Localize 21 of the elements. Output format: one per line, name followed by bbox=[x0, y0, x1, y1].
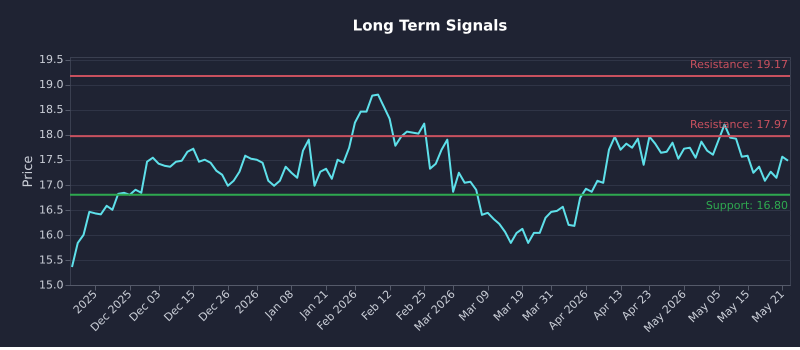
line-series bbox=[71, 94, 789, 268]
y-tick-label: 17.0 bbox=[39, 178, 64, 192]
x-tick-label: Mar 09 bbox=[456, 288, 492, 324]
y-tick-label: 15.0 bbox=[39, 278, 64, 292]
y-tick-label: 15.5 bbox=[39, 253, 64, 266]
x-tick-label: Dec 26 bbox=[196, 288, 233, 324]
chart-title: Long Term Signals bbox=[352, 16, 508, 35]
ref-line-label: Support: 16.80 bbox=[706, 198, 788, 212]
y-tick-label: 17.5 bbox=[39, 153, 64, 166]
x-tick-label: Dec 15 bbox=[161, 288, 198, 324]
ref-line-label: Resistance: 19.17 bbox=[690, 58, 788, 72]
x-tick-label: Feb 12 bbox=[358, 288, 394, 323]
y-tick-label: 16.0 bbox=[39, 228, 64, 242]
y-tick-label: 19.0 bbox=[39, 78, 64, 92]
x-tick-label: Jan 08 bbox=[262, 288, 296, 322]
y-tick-label: 18.0 bbox=[39, 128, 64, 142]
y-tick-label: 16.5 bbox=[39, 203, 64, 216]
ref-line-label: Resistance: 17.97 bbox=[690, 118, 788, 132]
y-tick-label: 19.5 bbox=[39, 53, 64, 66]
y-axis-title: Price bbox=[21, 156, 36, 188]
y-tick-label: 18.5 bbox=[39, 103, 64, 116]
